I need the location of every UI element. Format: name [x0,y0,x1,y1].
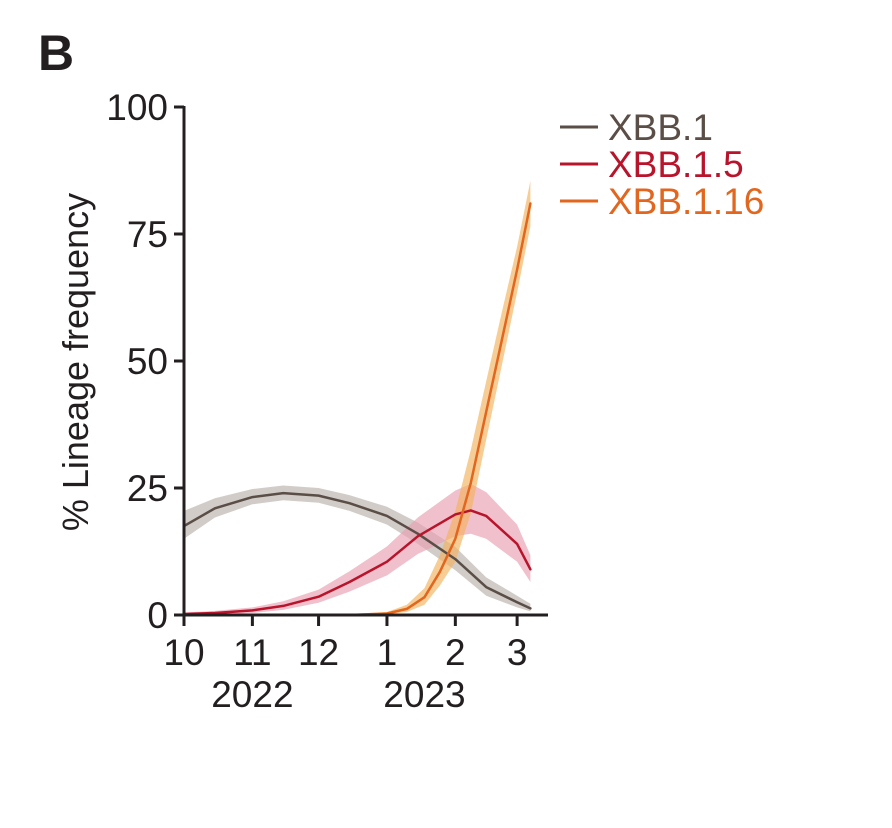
series-line [182,491,532,610]
series-line [348,202,532,617]
year-label: 2022 [211,674,293,715]
confidence-band [349,180,531,615]
x-tick-label: 11 [233,632,271,673]
y-ticks: 0 25 50 75 100 [106,87,184,636]
y-tick-label: 0 [147,595,168,636]
x-tick-label: 1 [377,632,398,673]
x-tick-label: 2 [445,632,466,673]
y-tick-label: 100 [106,87,168,128]
year-label: 2023 [383,674,465,715]
series-line [182,509,532,616]
y-tick-label: 50 [127,341,168,382]
x-tick-label: 10 [163,632,204,673]
y-tick-label: 75 [127,214,168,255]
series-lines [182,202,532,617]
legend-label: XBB.1 [608,107,713,148]
confidence-bands [184,180,531,615]
x-tick-label: 12 [298,632,339,673]
x-ticks: 10 11 12 1 2 3 [163,615,527,673]
legend-label: XBB.1.16 [608,181,764,222]
x-tick-label: 3 [507,632,528,673]
y-axis-label: % Lineage frequency [55,193,96,531]
year-labels: 2022 2023 [211,674,465,715]
y-tick-label: 25 [127,468,168,509]
confidence-band [184,485,531,612]
panel-label: B [38,25,74,81]
confidence-band [184,483,531,615]
legend-label: XBB.1.5 [608,144,744,185]
